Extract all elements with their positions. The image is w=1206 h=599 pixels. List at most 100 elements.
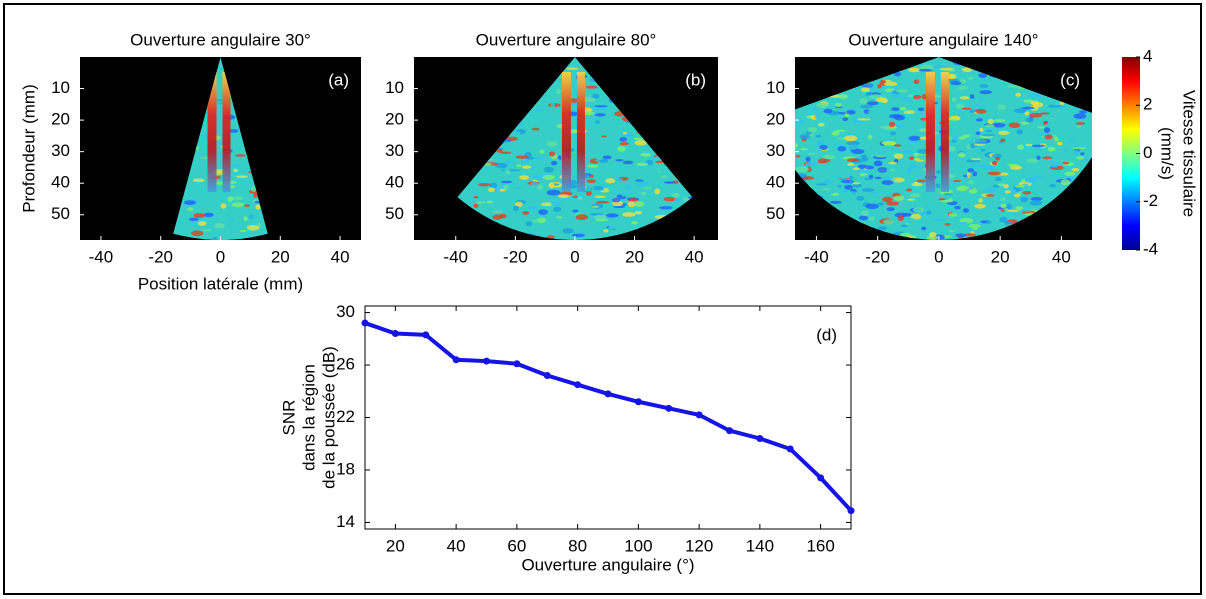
speckle-dot bbox=[1072, 147, 1086, 150]
speckle-dot bbox=[492, 210, 504, 214]
speckle-dot bbox=[878, 106, 887, 112]
y-tick-label: 20 bbox=[385, 110, 404, 129]
data-point bbox=[756, 434, 764, 442]
speckle-dot bbox=[837, 146, 847, 152]
plot-area bbox=[364, 305, 852, 530]
speckle-dot bbox=[909, 156, 914, 160]
speckle-dot bbox=[926, 210, 932, 215]
speckle-dot bbox=[861, 188, 875, 192]
speckle-dot bbox=[620, 134, 634, 137]
speckle-dot bbox=[634, 210, 643, 215]
speckle-dot bbox=[619, 142, 630, 146]
speckle-dot bbox=[234, 164, 239, 168]
speckle-dot bbox=[853, 200, 864, 204]
speckle-dot bbox=[1073, 150, 1079, 155]
speckle-dot bbox=[1020, 196, 1029, 203]
x-tick-label: 80 bbox=[568, 536, 587, 555]
speckle-dot bbox=[1008, 122, 1021, 129]
speckle-dot bbox=[947, 146, 956, 152]
speckle-dot bbox=[909, 164, 918, 169]
sector bbox=[457, 57, 693, 240]
push-region bbox=[940, 72, 949, 192]
speckle-dot bbox=[243, 204, 250, 207]
panel-title: Ouverture angulaire 30° bbox=[130, 30, 311, 49]
speckle-dot bbox=[562, 227, 574, 234]
speckle-dot bbox=[913, 203, 922, 207]
speckle-dot bbox=[894, 212, 907, 218]
speckle-dot bbox=[869, 216, 875, 221]
x-tick-label: 0 bbox=[934, 247, 943, 266]
sector bbox=[173, 57, 268, 240]
speckle-dot bbox=[974, 203, 986, 209]
speckle-dot bbox=[570, 98, 578, 103]
speckle-dot bbox=[978, 97, 984, 101]
speckle-dot bbox=[663, 181, 675, 184]
speckle-dot bbox=[903, 110, 915, 115]
speckle-dot bbox=[528, 114, 537, 121]
x-tick-label: 0 bbox=[216, 247, 225, 266]
speckle-dot bbox=[795, 118, 804, 125]
speckle-dot bbox=[941, 232, 949, 236]
speckle-dot bbox=[871, 191, 879, 194]
speckle-dot bbox=[838, 94, 849, 99]
x-tick-label: 160 bbox=[806, 536, 834, 555]
data-point bbox=[817, 474, 825, 482]
speckle-dot bbox=[907, 140, 921, 144]
y-tick-label: 30 bbox=[336, 302, 355, 321]
speckle-dot bbox=[860, 104, 873, 109]
speckle-dot bbox=[881, 98, 888, 104]
speckle-dot bbox=[927, 202, 933, 209]
speckle-dot bbox=[525, 221, 533, 227]
speckle-dot bbox=[1053, 103, 1059, 107]
speckle-dot bbox=[967, 76, 974, 80]
speckle-dot bbox=[846, 140, 861, 146]
speckle-dot bbox=[568, 197, 582, 201]
speckle-dot bbox=[952, 179, 962, 183]
speckle-dot bbox=[969, 134, 977, 139]
speckle-dot bbox=[661, 175, 668, 178]
speckle-dot bbox=[1010, 165, 1022, 170]
x-tick-label: 100 bbox=[624, 536, 652, 555]
speckle-dot bbox=[1045, 190, 1058, 197]
panel-title: Ouverture angulaire 140° bbox=[848, 30, 1038, 49]
speckle-dot bbox=[1007, 163, 1019, 167]
y-tick-label: 18 bbox=[336, 459, 355, 478]
speckle-dot bbox=[842, 117, 848, 122]
speckle-dot bbox=[838, 111, 847, 115]
speckle-dot bbox=[1031, 182, 1039, 189]
speckle-dot bbox=[1031, 144, 1046, 148]
speckle-dot bbox=[594, 113, 606, 117]
speckle-dot bbox=[212, 237, 218, 240]
panel-label: (b) bbox=[685, 70, 706, 89]
x-axis-label: Position latérale (mm) bbox=[138, 274, 303, 293]
speckle-dot bbox=[488, 187, 495, 192]
speckle-dot bbox=[1017, 144, 1025, 150]
speckle-dot bbox=[1028, 92, 1043, 99]
speckle-dot bbox=[603, 229, 609, 233]
speckle-dot bbox=[899, 106, 907, 111]
speckle-dot bbox=[834, 129, 846, 132]
speckle-dot bbox=[903, 149, 913, 154]
speckle-dot bbox=[959, 79, 967, 84]
speckle-dot bbox=[823, 154, 836, 160]
speckle-dot bbox=[913, 79, 920, 85]
speckle-dot bbox=[475, 200, 486, 205]
speckle-dot bbox=[537, 184, 543, 190]
speckle-dot bbox=[553, 206, 562, 212]
speckle-dot bbox=[601, 135, 607, 138]
speckle-dot bbox=[858, 215, 869, 221]
speckle-dot bbox=[816, 140, 825, 147]
speckle-dot bbox=[944, 222, 951, 226]
speckle-dot bbox=[893, 153, 904, 159]
speckle-dot bbox=[981, 165, 994, 170]
speckle-dot bbox=[836, 125, 842, 131]
speckle-dot bbox=[1025, 117, 1034, 123]
speckle-dot bbox=[1040, 112, 1050, 115]
speckle-dot bbox=[978, 72, 988, 78]
speckle-dot bbox=[477, 183, 491, 187]
speckle-dot bbox=[868, 94, 883, 99]
speckle-dot bbox=[661, 183, 675, 186]
speckle-dot bbox=[859, 173, 868, 177]
speckle-dot bbox=[918, 68, 933, 72]
speckle-dot bbox=[227, 196, 234, 202]
